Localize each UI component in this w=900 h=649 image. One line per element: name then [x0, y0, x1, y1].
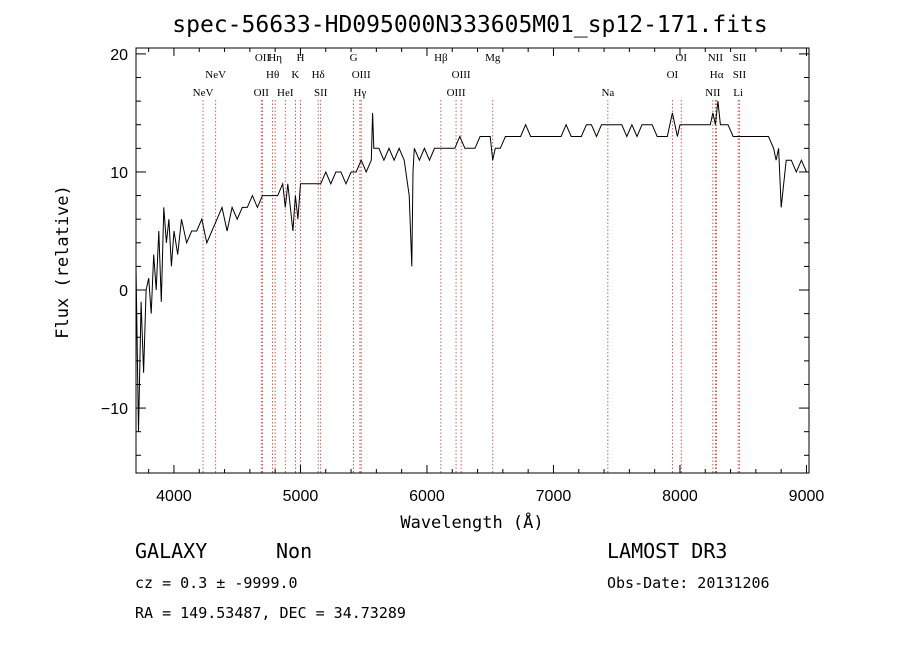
spectral-line-label: Hβ — [434, 52, 448, 64]
coordinates-text: RA = 149.53487, DEC = 34.73289 — [135, 604, 406, 622]
spectral-line-label: K — [291, 69, 299, 81]
object-subclass: Non — [276, 539, 312, 563]
y-tick-label: 0 — [119, 283, 128, 300]
x-tick-label: 5000 — [283, 488, 319, 505]
spectral-line-label: SII — [733, 69, 747, 81]
spectral-line-label: Na — [601, 87, 614, 99]
spectral-line-label: OI — [675, 52, 687, 64]
spectral-line-label: Li — [733, 87, 743, 99]
y-tick-label: −10 — [101, 401, 128, 418]
spectral-line-label: G — [350, 52, 358, 64]
spectral-line-label: OII — [255, 52, 271, 64]
chart-title: spec-56633-HD095000N333605M01_sp12-171.f… — [172, 12, 767, 38]
spectral-line-label: OIII — [352, 69, 371, 81]
marker-labels: NeV NeV OII OII Hθ Hη HeI KH Hδ SII G OIII Hγ Hβ OIII O… — [193, 52, 747, 99]
spectral-line-label: NeV — [205, 69, 226, 81]
spectral-line-label: OII — [254, 87, 270, 99]
object-class: GALAXY — [135, 539, 207, 563]
y-axis-label: Flux (relative) — [53, 185, 73, 339]
survey-name: LAMOST DR3 — [607, 539, 727, 563]
x-tick-label: 6000 — [409, 488, 445, 505]
spectral-line-label: OIII — [447, 87, 466, 99]
x-axis: 4000 5000 6000 7000 8000 9000 — [148, 48, 825, 505]
spectral-line-label: H — [296, 52, 304, 64]
x-tick-label: 7000 — [536, 488, 572, 505]
spectral-line-label: HeI — [277, 87, 294, 99]
spectral-line-label: Hγ — [354, 87, 367, 99]
plot-frame — [135, 47, 810, 474]
spectral-line-label: Hη — [268, 52, 282, 64]
spectral-line-label: NeV — [193, 87, 214, 99]
spectral-line-label: Hα — [710, 69, 724, 81]
marker-lines — [202, 100, 740, 473]
spectral-line-label: SII — [314, 87, 328, 99]
spectral-line-label: Mg — [485, 52, 501, 64]
spectral-line-label: Hθ — [266, 69, 279, 81]
spectral-line-label: OIII — [452, 69, 471, 81]
x-axis-label: Wavelength (Å) — [400, 511, 543, 533]
spectral-line-label: NII — [708, 52, 724, 64]
spectral-line-label: SII — [733, 52, 747, 64]
spectral-line-label: OI — [667, 69, 679, 81]
spectral-line-label: NII — [705, 87, 721, 99]
obs-date-text: Obs-Date: 20131206 — [607, 574, 770, 592]
spectral-line-label: Hδ — [312, 69, 325, 81]
y-axis: −10 0 10 20 — [101, 47, 809, 456]
redshift-text: cz = 0.3 ± -9999.0 — [135, 574, 298, 592]
y-tick-label: 20 — [110, 47, 128, 64]
spectrum-line — [135, 101, 807, 432]
x-tick-label: 8000 — [662, 488, 698, 505]
x-tick-label: 4000 — [156, 488, 192, 505]
y-tick-label: 10 — [110, 165, 128, 182]
x-tick-label: 9000 — [789, 488, 825, 505]
